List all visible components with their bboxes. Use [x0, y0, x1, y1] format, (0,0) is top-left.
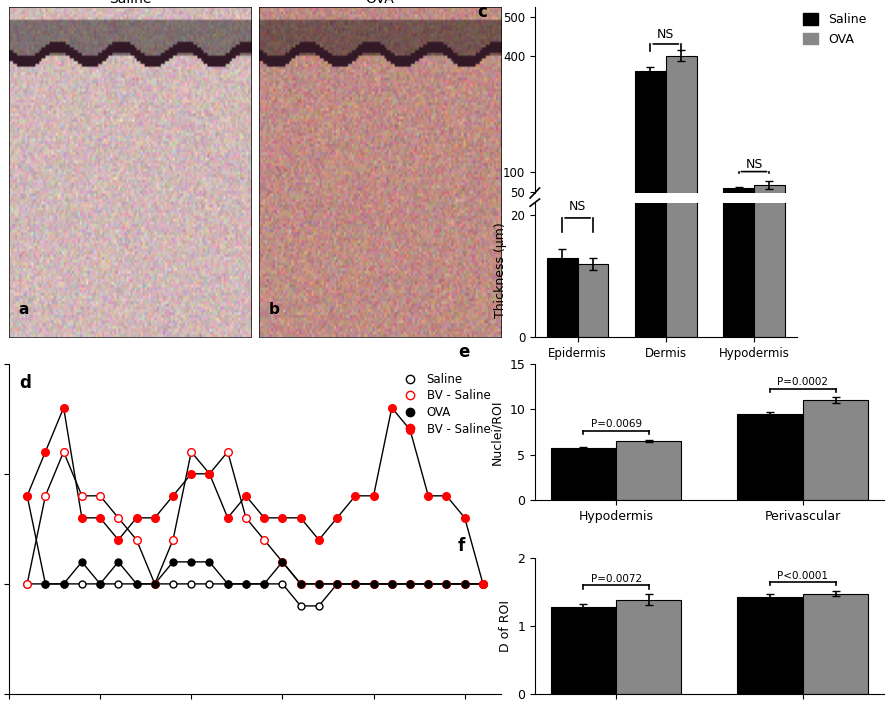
Text: P=0.0069: P=0.0069 [590, 419, 642, 430]
Bar [803, 594, 868, 694]
Bar [616, 441, 681, 501]
Text: c: c [477, 4, 487, 21]
Title: Saline: Saline [109, 0, 152, 6]
Text: f: f [458, 537, 465, 554]
Bar [754, 0, 785, 337]
Bar [635, 72, 666, 211]
Bar [616, 600, 681, 694]
Title: OVA: OVA [365, 0, 395, 6]
Text: NS: NS [746, 158, 763, 171]
Y-axis label: D of ROI: D of ROI [498, 600, 512, 652]
Bar [754, 185, 785, 211]
Text: P=0.0002: P=0.0002 [777, 377, 829, 387]
Text: e: e [458, 343, 470, 361]
Bar [738, 597, 803, 694]
Bar [738, 414, 803, 501]
Bar [547, 206, 578, 211]
Y-axis label: Nuclei/ROI: Nuclei/ROI [490, 399, 504, 465]
Bar [666, 0, 697, 337]
Bar [723, 0, 754, 337]
Bar [547, 258, 578, 337]
Bar [666, 55, 697, 211]
Text: P<0.0001: P<0.0001 [777, 571, 829, 580]
Text: P=0.0072: P=0.0072 [590, 574, 642, 584]
Text: a: a [19, 302, 29, 318]
Bar [578, 207, 608, 211]
Bar [723, 188, 754, 211]
Y-axis label: Thickness (μm): Thickness (μm) [495, 222, 507, 318]
Text: NS: NS [569, 200, 587, 213]
Text: NS: NS [657, 27, 674, 41]
Text: b: b [269, 302, 280, 318]
Legend: Saline, BV - Saline, OVA, BV - Saline: Saline, BV - Saline, OVA, BV - Saline [398, 373, 490, 435]
Bar [551, 449, 616, 501]
Text: d: d [19, 374, 30, 392]
Legend: Saline, OVA: Saline, OVA [803, 13, 866, 46]
Bar [803, 400, 868, 501]
Bar [578, 264, 608, 337]
Bar [635, 0, 666, 337]
Bar [551, 607, 616, 694]
